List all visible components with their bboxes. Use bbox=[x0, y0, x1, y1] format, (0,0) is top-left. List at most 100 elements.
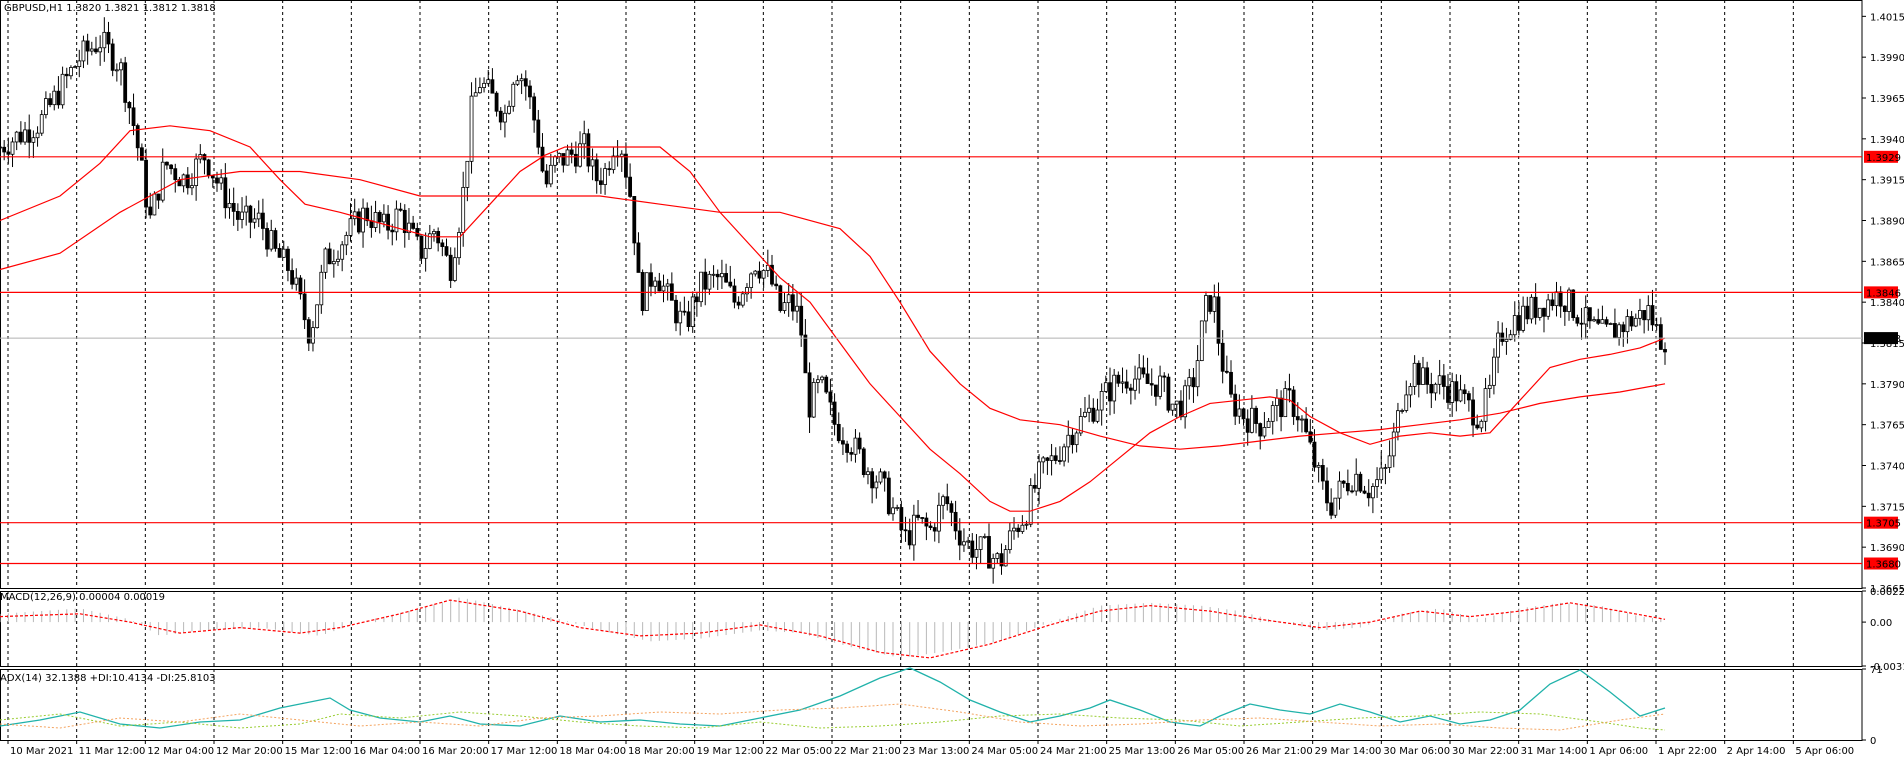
bull-candle bbox=[548, 164, 553, 185]
bear-candle bbox=[286, 248, 290, 271]
bull-candle bbox=[782, 302, 787, 311]
bear-candle bbox=[27, 129, 32, 143]
adx-lines bbox=[0, 667, 1666, 731]
current-price-tag bbox=[1864, 332, 1898, 345]
bear-candle bbox=[1233, 393, 1238, 417]
y-tick-label: 1.3790 bbox=[1870, 380, 1904, 391]
bull-candle bbox=[190, 185, 194, 189]
bull-candle bbox=[1487, 384, 1492, 389]
bear-candle bbox=[298, 277, 303, 295]
x-tick-label: 1 Apr 06:00 bbox=[1589, 746, 1648, 757]
bull-candle bbox=[911, 514, 916, 546]
bear-candle bbox=[1462, 389, 1467, 395]
bear-candle bbox=[807, 372, 812, 418]
bull-candle bbox=[1174, 400, 1179, 405]
x-tick-label: 24 Mar 05:00 bbox=[971, 746, 1038, 757]
bull-candle bbox=[1187, 377, 1192, 387]
bull-candle bbox=[1625, 316, 1630, 333]
bull-candle bbox=[895, 507, 900, 509]
bull-candle bbox=[853, 437, 858, 455]
bear-candle bbox=[169, 164, 173, 170]
bear-candle bbox=[1575, 317, 1580, 324]
bear-candle bbox=[2, 146, 7, 153]
bull-candle bbox=[252, 218, 257, 223]
bear-candle bbox=[1179, 400, 1183, 418]
bear-candle bbox=[824, 376, 829, 393]
x-tick-label: 29 Mar 14:00 bbox=[1315, 746, 1382, 757]
bull-candle bbox=[1212, 296, 1217, 312]
bull-candle bbox=[465, 160, 470, 188]
level-tag bbox=[1864, 286, 1898, 299]
bull-candle bbox=[811, 382, 816, 418]
bull-candle bbox=[227, 203, 232, 209]
bull-candle bbox=[1512, 315, 1517, 336]
bear-candle bbox=[1416, 362, 1421, 385]
bull-candle bbox=[1062, 446, 1066, 462]
bear-candle bbox=[1587, 307, 1592, 322]
bear-candle bbox=[1312, 441, 1317, 468]
bear-candle bbox=[1149, 383, 1154, 386]
bull-candle bbox=[1567, 289, 1571, 312]
x-tick-label: 23 Mar 13:00 bbox=[903, 746, 970, 757]
adx-tick-label: 0 bbox=[1870, 736, 1876, 747]
bull-candle bbox=[219, 177, 224, 184]
bear-candle bbox=[206, 159, 211, 176]
bull-candle bbox=[937, 504, 941, 532]
bear-candle bbox=[1058, 460, 1062, 462]
bull-candle bbox=[1137, 367, 1142, 380]
x-tick-label: 12 Mar 20:00 bbox=[216, 746, 283, 757]
bull-candle bbox=[1421, 367, 1425, 385]
macd-tick-label: 0.00226 bbox=[1870, 587, 1904, 598]
bear-candle bbox=[1358, 473, 1363, 492]
bear-candle bbox=[949, 503, 954, 513]
level-label: 1.3929 bbox=[1866, 153, 1901, 164]
bear-candle bbox=[56, 90, 61, 106]
bull-candle bbox=[1041, 457, 1046, 463]
x-tick-label: 26 Mar 05:00 bbox=[1177, 746, 1244, 757]
bear-candle bbox=[1366, 492, 1371, 499]
bull-candle bbox=[1024, 523, 1029, 526]
bull-candle bbox=[690, 296, 695, 327]
bull-candle bbox=[1646, 305, 1651, 321]
x-tick-label: 30 Mar 22:00 bbox=[1452, 746, 1519, 757]
bear-candle bbox=[528, 85, 532, 98]
bear-candle bbox=[448, 254, 453, 281]
bull-candle bbox=[866, 471, 870, 476]
bear-candle bbox=[1091, 407, 1096, 422]
bear-candle bbox=[694, 296, 699, 303]
bull-candle bbox=[1087, 407, 1092, 413]
bear-candle bbox=[1525, 305, 1530, 320]
y-tick-label: 1.3965 bbox=[1870, 94, 1904, 105]
bull-candle bbox=[711, 273, 716, 276]
bull-candle bbox=[749, 273, 754, 288]
bull-candle bbox=[603, 168, 607, 185]
horizontal-levels[interactable]: 1.3929 1.3846 1.3705 1.3680 1.3818 bbox=[0, 150, 1901, 571]
bear-candle bbox=[419, 235, 424, 259]
bull-candle bbox=[361, 207, 365, 233]
bear-candle bbox=[94, 48, 98, 53]
bear-candle bbox=[377, 212, 382, 223]
bull-candle bbox=[486, 79, 491, 84]
bear-candle bbox=[165, 161, 169, 166]
bull-candle bbox=[1592, 319, 1596, 322]
bear-candle bbox=[1621, 324, 1626, 333]
bull-candle bbox=[1007, 530, 1012, 550]
bull-candle bbox=[39, 114, 44, 134]
bear-candle bbox=[686, 311, 691, 327]
bear-candle bbox=[48, 98, 52, 106]
bull-candle bbox=[311, 327, 315, 344]
bull-candle bbox=[432, 231, 436, 235]
bear-candle bbox=[411, 222, 416, 229]
bull-candle bbox=[1600, 319, 1605, 324]
bear-candle bbox=[444, 246, 449, 256]
bear-candle bbox=[628, 176, 633, 197]
bear-candle bbox=[1162, 375, 1167, 378]
bear-candle bbox=[1345, 482, 1350, 492]
bull-candle bbox=[740, 293, 745, 306]
bull-candle bbox=[1083, 411, 1087, 417]
bull-candle bbox=[423, 248, 428, 259]
bull-candle bbox=[319, 271, 324, 306]
bear-candle bbox=[728, 281, 733, 287]
